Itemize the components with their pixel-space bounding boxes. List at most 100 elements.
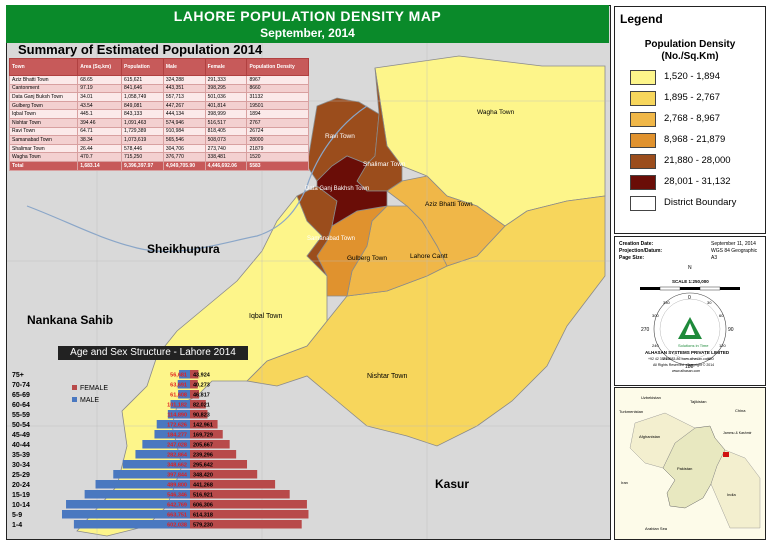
pyramid-bar-female: [190, 440, 230, 449]
pyramid-bar-male: [178, 390, 190, 399]
pyramid-male-value: 63,691: [170, 383, 187, 389]
pyramid-bar-female: [190, 430, 223, 439]
pyramid-bar-male: [167, 410, 190, 419]
company-contact: +92 42 35913583-86 www.alhasan.com: [648, 357, 710, 361]
pyramid-age-label: 55-59: [12, 412, 30, 419]
summary-cell: 64.71: [77, 126, 123, 137]
pyramid-age-label: 65-69: [12, 392, 30, 399]
legend-swatch: [630, 196, 656, 211]
summary-cell: 19501: [246, 100, 309, 111]
summary-cell: 516,517: [204, 117, 248, 128]
projection-label: Projection/Datum:: [619, 248, 663, 254]
label-data-ganj: Data Ganj Bakhsh Town: [305, 186, 369, 192]
pyramid-bar-male: [113, 470, 190, 479]
scale-text: SCALE 1:250,000: [672, 279, 709, 284]
pyramid-bar-female: [190, 390, 200, 399]
legend-label: 21,880 - 28,000: [664, 155, 731, 166]
pyramid-bar-female: [190, 470, 258, 479]
inset-label-india: India: [727, 492, 736, 497]
pyramid-male-value: 56,681: [170, 373, 187, 379]
summary-cell: 273,740: [204, 143, 248, 154]
inset-label-china: China: [735, 408, 746, 413]
pyramid-age-label: 35-39: [12, 452, 30, 459]
summary-column-header: Male: [162, 58, 206, 76]
pyramid-male-value: 663,751: [167, 513, 187, 519]
summary-cell: 843,133: [121, 109, 164, 119]
inset-label-pakistan: Pakistan: [677, 466, 692, 471]
summary-column-header: Population Density: [246, 58, 309, 76]
pyramid-legend-female: FEMALE: [80, 385, 108, 392]
pyramid-female-value: 40,273: [193, 383, 210, 389]
inset-label-turkmenistan: Turkmenistan: [619, 409, 643, 414]
summary-column-header: Population: [121, 58, 164, 76]
legend-label: 8,968 - 21,879: [664, 134, 726, 145]
website: www.alhasan.com: [672, 369, 700, 373]
summary-cell: 43.54: [77, 100, 123, 111]
summary-cell: 818,405: [204, 126, 248, 137]
pyramid-age-label: 30-34: [12, 462, 30, 469]
summary-cell: 68.65: [77, 75, 123, 85]
summary-cell: Iqbal Town: [8, 109, 79, 119]
creation-date-value: September 11, 2014: [711, 241, 756, 247]
inset-label-arabian-sea: Arabian Sea: [645, 526, 668, 531]
pyramid-age-label: 25-29: [12, 472, 30, 479]
copyright: All Rights Reserved - Copyright © 2014: [653, 363, 714, 367]
label-nankana: Nankana Sahib: [27, 313, 113, 327]
pyramid-age-label: 10-14: [12, 502, 30, 509]
page-size-value: A3: [711, 255, 718, 261]
pyramid-age-label: 45-49: [12, 432, 30, 439]
summary-cell: 715,250: [121, 152, 164, 162]
summary-cell: 304,706: [162, 143, 206, 154]
pyramid-bar-male: [122, 460, 190, 469]
pyramid-female-value: 90,823: [193, 413, 210, 419]
pyramid-age-label: 15-19: [12, 492, 30, 499]
label-cantt: Lahore Cantt: [410, 253, 448, 260]
pyramid-bar-female: [190, 450, 237, 459]
summary-total-cell: 4,446,692.06: [204, 160, 248, 171]
tagline: Solutions in Time: [678, 343, 709, 348]
pyramid-bar-male: [84, 490, 190, 499]
compass-300: 300: [652, 313, 659, 318]
summary-cell: 8660: [246, 83, 309, 94]
pyramid-bar-female: [190, 410, 208, 419]
label-wagha: Wagha Town: [477, 109, 515, 116]
label-kasur: Kasur: [435, 477, 469, 491]
pyramid-male-value: 247,028: [167, 443, 187, 449]
summary-cell: 447,267: [162, 100, 206, 111]
region-data-ganj[interactable]: [316, 155, 388, 227]
pyramid-male-value: 602,038: [167, 523, 187, 529]
pyramid-legend-male-swatch: [72, 397, 77, 402]
summary-column-header: Area (Sq.km): [77, 58, 123, 76]
pyramid-female-value: 579,230: [193, 523, 213, 529]
summary-cell: 443,351: [162, 83, 206, 94]
pyramid-male-value: 282,864: [167, 453, 188, 459]
summary-cell: Shalimar Town: [8, 143, 79, 154]
summary-cell: 31132: [246, 92, 309, 102]
summary-row: Shalimar Town 26.44 578,446 304,706 273,740 2…: [8, 143, 309, 154]
projection-value: WGS 84 Geographic: [711, 248, 758, 254]
pyramid-age-label: 75+: [12, 372, 24, 379]
pyramid-age-label: 60-64: [12, 402, 30, 409]
summary-cell: 574,946: [162, 117, 206, 128]
inset-label-iran: Iran: [621, 480, 628, 485]
summary-row: Ravi Town 64.71 1,729,389 910,984 818,405 267…: [8, 126, 309, 137]
pyramid-male-value: 489,800: [167, 483, 187, 489]
label-iqbal: Iqbal Town: [249, 313, 282, 320]
pyramid-bar-male: [95, 480, 190, 489]
summary-total-cell: 5583: [246, 160, 309, 171]
summary-cell: 1,073,619: [121, 135, 164, 145]
summary-total-cell: 1,683.14: [77, 160, 123, 171]
summary-row: Data Ganj Buksh Town 34.01 1,058,749 557,71…: [8, 92, 309, 102]
pyramid-female-value: 169,729: [193, 433, 213, 439]
map-date: September, 2014: [260, 26, 355, 40]
pyramid-bar-female: [190, 510, 309, 519]
scale-bar: [640, 286, 740, 291]
summary-cell: 2767: [246, 117, 309, 128]
pyramid-bar-male: [177, 380, 190, 389]
pyramid-bar-male: [66, 500, 190, 509]
compass-60: 60: [719, 313, 724, 318]
inset-label-afghanistan: Afghanistan: [639, 434, 660, 439]
label-gulberg: Gulberg Town: [347, 255, 387, 262]
legend-label: 1,895 - 2,767: [664, 92, 720, 103]
